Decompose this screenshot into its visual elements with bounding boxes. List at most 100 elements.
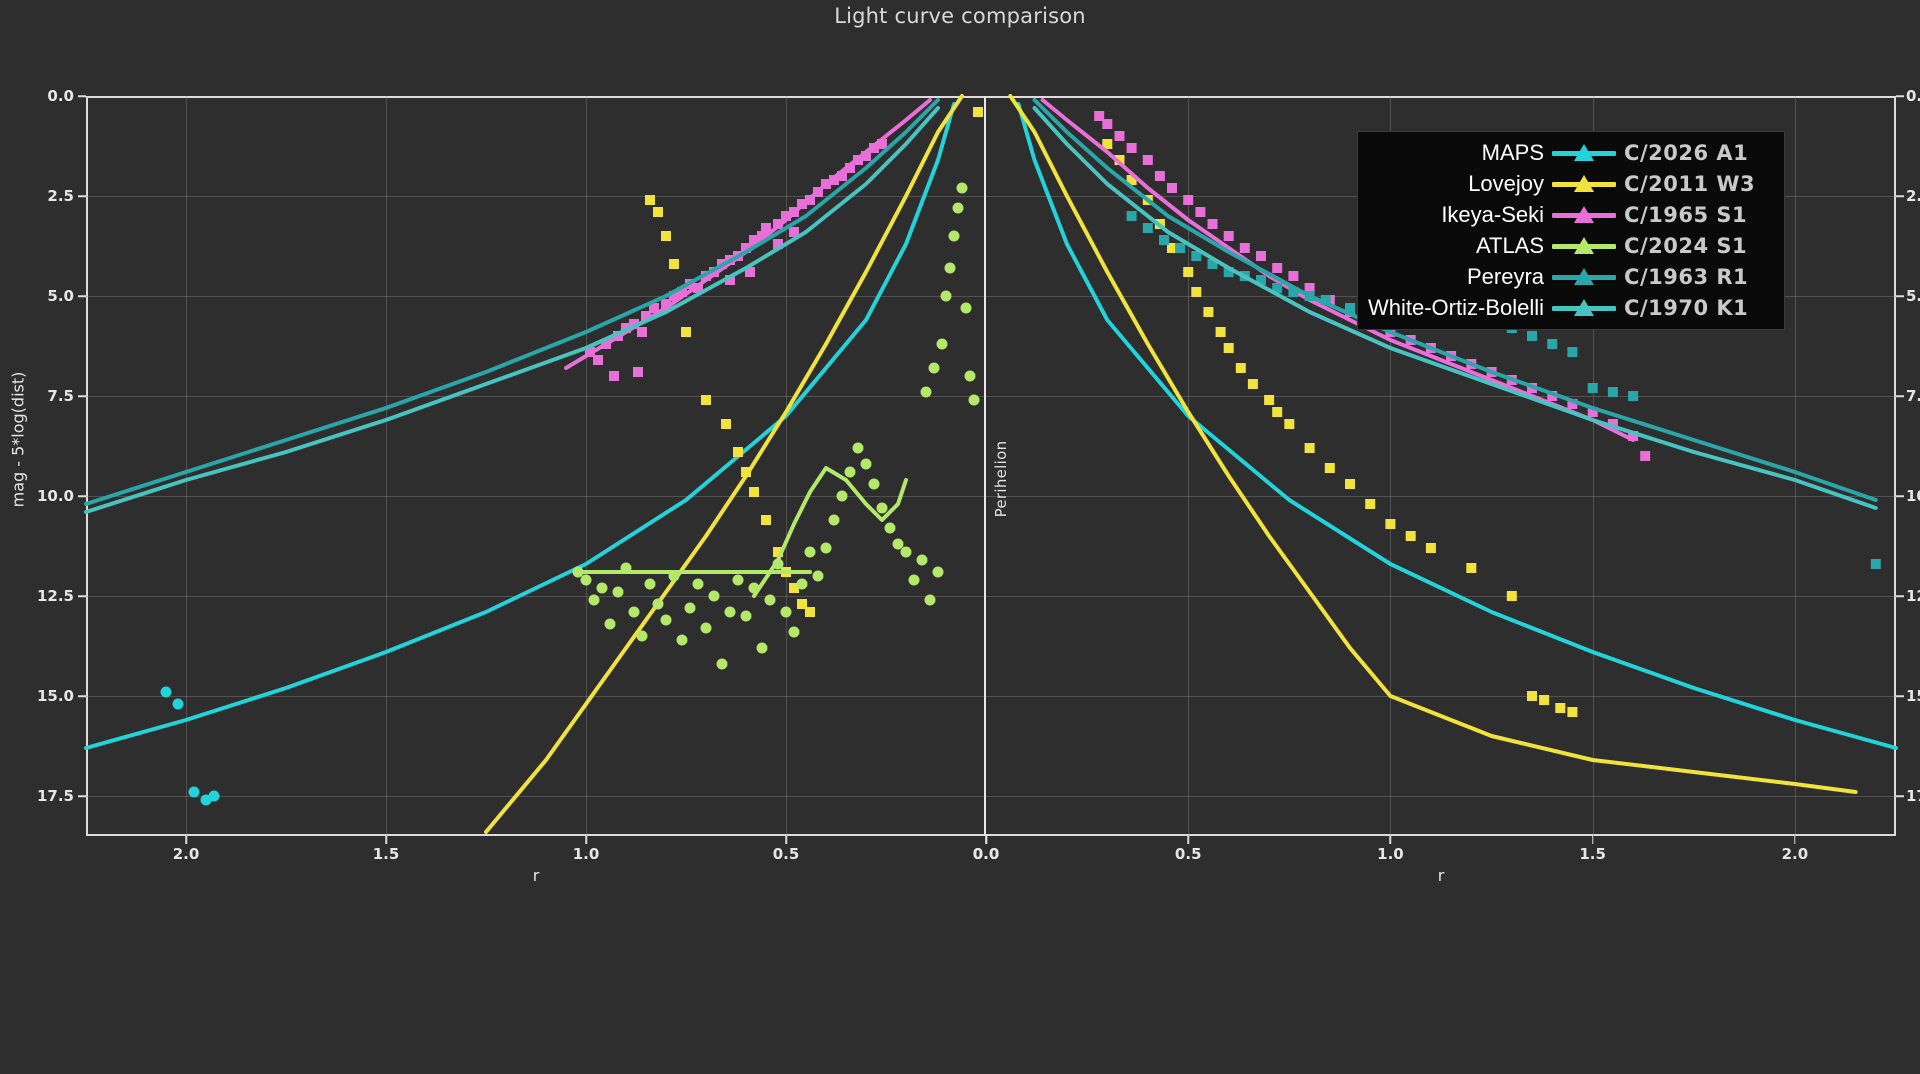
data-point-ikeya-seki bbox=[1114, 131, 1125, 141]
data-point-lovejoy bbox=[1183, 267, 1194, 277]
data-point-ikeya-seki bbox=[1154, 171, 1165, 181]
data-point-ikeya-seki bbox=[637, 327, 647, 337]
data-point-atlas bbox=[956, 182, 968, 194]
data-point-lovejoy bbox=[1506, 591, 1517, 601]
fit-line-ikeya-seki bbox=[564, 98, 932, 370]
data-point-atlas bbox=[620, 562, 632, 574]
legend-item-designation: C/1970 K1 bbox=[1624, 295, 1749, 320]
plot-canvas-outbound bbox=[1008, 94, 1898, 794]
legend-item-name: Pereyra bbox=[1466, 263, 1545, 289]
data-point-lovejoy bbox=[1284, 419, 1295, 429]
data-point-atlas bbox=[920, 386, 932, 398]
data-point-lovejoy bbox=[1247, 379, 1258, 389]
data-point-lovejoy bbox=[1555, 703, 1566, 713]
y-tick-label-left: 17.5 bbox=[36, 787, 74, 805]
y-tick-mark-right bbox=[1896, 795, 1904, 797]
y-tick-mark-left bbox=[78, 295, 86, 297]
data-point-lovejoy bbox=[1167, 243, 1177, 253]
y-tick-mark-left bbox=[78, 95, 86, 97]
data-point-pereyra bbox=[1175, 243, 1186, 253]
data-point-pereyra bbox=[1288, 287, 1299, 297]
data-point-atlas bbox=[900, 546, 912, 558]
data-point-atlas bbox=[764, 594, 776, 606]
legend-item-white-ortiz-bolelli[interactable]: White-Ortiz-Bolelli C/1970 K1 bbox=[1368, 292, 1774, 323]
data-point-atlas bbox=[928, 362, 940, 374]
data-point-pereyra bbox=[1567, 347, 1578, 357]
legend-item-name: White-Ortiz-Bolelli bbox=[1368, 294, 1545, 320]
data-point-lovejoy bbox=[1235, 363, 1246, 373]
data-point-pereyra bbox=[1223, 267, 1234, 277]
legend-item-atlas[interactable]: ATLAS C/2024 S1 bbox=[1368, 230, 1774, 261]
data-point-lovejoy bbox=[1405, 531, 1416, 541]
data-point-lovejoy bbox=[1215, 327, 1226, 337]
legend-item-designation: C/2011 W3 bbox=[1624, 171, 1756, 196]
data-point-ikeya-seki bbox=[609, 371, 619, 381]
x-tick-mark-right bbox=[1591, 836, 1594, 844]
data-point-ikeya-seki bbox=[789, 227, 799, 237]
data-point-atlas bbox=[708, 590, 720, 602]
x-tick-label-left: 0.0 bbox=[972, 845, 1000, 863]
y-tick-label-right: 5.0 bbox=[1906, 287, 1920, 305]
data-point-lovejoy bbox=[773, 547, 783, 557]
y-tick-label-right: 0.0 bbox=[1906, 87, 1920, 105]
y-tick-mark-left bbox=[78, 195, 86, 197]
legend-item-pereyra[interactable]: Pereyra C/1963 R1 bbox=[1368, 261, 1774, 292]
gridline-right bbox=[986, 796, 1896, 797]
gridline-left bbox=[86, 496, 986, 497]
perihelion-divider bbox=[984, 96, 986, 836]
data-point-ikeya-seki bbox=[1547, 391, 1558, 401]
data-point-maps bbox=[160, 686, 172, 698]
data-point-lovejoy bbox=[741, 467, 751, 477]
data-point-ikeya-seki bbox=[641, 311, 651, 321]
data-point-atlas bbox=[916, 554, 928, 566]
x-tick-mark-left bbox=[385, 836, 387, 844]
data-point-atlas bbox=[676, 634, 688, 646]
data-point-atlas bbox=[612, 586, 624, 598]
data-point-pereyra bbox=[1126, 211, 1137, 221]
data-point-atlas bbox=[868, 478, 880, 490]
data-point-pereyra bbox=[1320, 295, 1331, 305]
gridline-right-v bbox=[1592, 96, 1594, 836]
legend-item-lovejoy[interactable]: Lovejoy C/2011 W3 bbox=[1368, 168, 1774, 199]
series-white-ortiz-bolelli-inbound bbox=[84, 106, 940, 514]
data-point-atlas bbox=[772, 558, 784, 570]
x-tick-label-left: 2.0 bbox=[172, 845, 200, 863]
data-point-pereyra bbox=[1628, 391, 1639, 401]
data-point-atlas bbox=[596, 582, 608, 594]
y-tick-label-left: 10.0 bbox=[36, 487, 74, 505]
legend-item-ikeya-seki[interactable]: Ikeya-Seki C/1965 S1 bbox=[1368, 199, 1774, 230]
y-tick-mark-right bbox=[1896, 695, 1904, 697]
data-point-atlas bbox=[936, 338, 948, 350]
data-point-pereyra bbox=[1256, 275, 1266, 285]
series-maps-inbound bbox=[84, 102, 956, 806]
data-point-lovejoy bbox=[973, 107, 983, 117]
data-point-atlas bbox=[892, 538, 904, 550]
data-point-lovejoy bbox=[1272, 407, 1283, 417]
data-point-atlas bbox=[968, 394, 980, 406]
legend-item-maps[interactable]: MAPS C/2026 A1 bbox=[1368, 137, 1774, 168]
data-point-atlas bbox=[908, 574, 920, 586]
data-point-lovejoy bbox=[1264, 395, 1275, 405]
data-point-ikeya-seki bbox=[757, 231, 767, 241]
data-point-atlas bbox=[860, 458, 872, 470]
x-tick-label-left: 1.0 bbox=[572, 845, 600, 863]
data-point-lovejoy bbox=[805, 607, 815, 617]
data-point-lovejoy bbox=[733, 447, 743, 457]
data-point-pereyra bbox=[1191, 251, 1202, 261]
gridline-left bbox=[86, 196, 986, 197]
data-point-ikeya-seki bbox=[761, 223, 771, 233]
y-tick-label-right: 15.0 bbox=[1906, 687, 1920, 705]
data-point-atlas bbox=[668, 570, 680, 582]
y-tick-mark-right bbox=[1896, 495, 1904, 497]
axis-top-left bbox=[86, 96, 986, 98]
data-point-lovejoy bbox=[1102, 139, 1113, 149]
gridline-right bbox=[986, 496, 1896, 497]
data-point-atlas bbox=[580, 574, 592, 586]
legend[interactable]: MAPS C/2026 A1 Lovejoy C/2011 W3 Ikeya-Seki C… bbox=[1357, 131, 1786, 330]
x-tick-label-right: 0.0 bbox=[972, 845, 1000, 863]
legend-item-name: Ikeya-Seki bbox=[1441, 201, 1545, 227]
legend-marker-icon bbox=[1552, 297, 1617, 319]
y-tick-label-left: 0.0 bbox=[47, 87, 74, 105]
data-point-atlas bbox=[836, 490, 848, 502]
gridline-left bbox=[86, 596, 986, 597]
